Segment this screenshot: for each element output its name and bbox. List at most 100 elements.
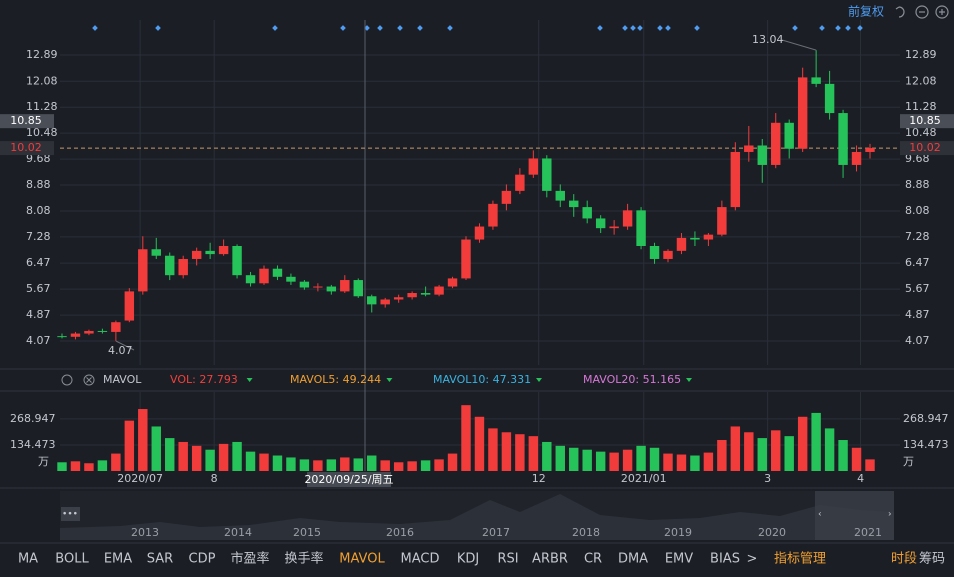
crosshair-date: 2020/09/25/周五 xyxy=(304,473,393,486)
volume-bar xyxy=(353,458,363,471)
navigator-window[interactable] xyxy=(815,491,894,540)
event-marker xyxy=(397,25,403,31)
indicator-tab[interactable]: BOLL xyxy=(55,552,89,567)
volume-bar xyxy=(636,445,646,471)
toolbar-icons[interactable] xyxy=(895,5,949,19)
settings-icon[interactable] xyxy=(61,374,73,386)
volume-bar xyxy=(676,454,687,471)
navigator-year: 2018 xyxy=(572,526,600,539)
candle-body xyxy=(663,250,673,259)
undo-icon[interactable] xyxy=(895,6,905,18)
candle-body xyxy=(851,151,862,165)
candle-body xyxy=(609,226,619,229)
x-tick-label: 3 xyxy=(764,472,771,485)
candle-body xyxy=(542,158,552,191)
volume-bar xyxy=(380,460,390,471)
indicator-tab[interactable]: MACD xyxy=(401,552,440,567)
zoom-in-icon[interactable] xyxy=(935,5,949,19)
volume-bar xyxy=(595,451,606,471)
volume-toolbar xyxy=(61,374,95,386)
volume-bar xyxy=(97,460,108,471)
indicator-tab[interactable]: BIAS xyxy=(710,552,740,567)
y-tick-label-right: 5.67 xyxy=(905,282,930,295)
indicator-tab[interactable]: RSI xyxy=(497,552,518,567)
min-label: 4.07 xyxy=(108,344,133,357)
candle-body xyxy=(730,151,741,208)
candle-body xyxy=(636,210,646,247)
indicator-tab[interactable]: ARBR xyxy=(532,552,568,567)
volume-bar xyxy=(851,447,862,471)
candle-body xyxy=(232,246,242,276)
indicator-tab[interactable]: 市盈率 xyxy=(230,551,269,567)
indicator-tab[interactable]: MAVOL xyxy=(339,552,385,567)
candle-body xyxy=(622,210,633,227)
volume-bar xyxy=(622,449,633,471)
navigator-handle[interactable]: ‹ xyxy=(818,510,822,520)
indicator-tab[interactable]: 时段 xyxy=(891,552,917,567)
candle-body xyxy=(326,286,337,292)
indicator-tab[interactable]: CDP xyxy=(189,552,216,567)
candle-body xyxy=(595,218,606,229)
indicator-tab[interactable]: EMA xyxy=(104,552,132,567)
indicator-tab[interactable]: KDJ xyxy=(457,552,479,567)
crosshair-price: 10.85 xyxy=(10,114,42,127)
zoom-out-icon[interactable] xyxy=(915,5,929,19)
y-tick-label: 10.48 xyxy=(26,126,58,139)
indicator-tab[interactable]: 换手率 xyxy=(284,551,323,567)
volume-bar xyxy=(528,436,539,471)
candle-body xyxy=(744,145,754,152)
candle-body xyxy=(272,268,283,277)
close-cross xyxy=(86,377,92,383)
candle-body xyxy=(824,83,835,114)
candle-body xyxy=(838,113,848,165)
candle-body xyxy=(649,246,660,259)
y-tick-label-right: 4.07 xyxy=(905,334,930,347)
crosshair-price-box xyxy=(0,114,54,129)
volume-tick-label: 268.947 xyxy=(10,412,56,425)
candle-body xyxy=(299,281,310,288)
candle-body xyxy=(218,246,229,255)
event-marker xyxy=(272,25,278,31)
candle-body xyxy=(420,293,431,295)
volume-bar xyxy=(703,452,714,471)
x-tick-label: 4 xyxy=(857,472,864,485)
y-tick-label: 5.67 xyxy=(26,282,51,295)
volume-bar xyxy=(663,453,673,471)
volume-legend: MAVOL10: 47.331 xyxy=(433,373,531,386)
candle-body xyxy=(717,207,727,235)
y-tick-label: 8.08 xyxy=(26,204,51,217)
volume-legend: VOL: 27.793 xyxy=(170,373,238,386)
indicator-tab[interactable]: CR xyxy=(584,552,602,567)
volume-bar xyxy=(501,432,512,471)
indicator-tab[interactable]: MA xyxy=(18,552,38,567)
event-marker xyxy=(637,25,643,31)
indicator-tab[interactable]: SAR xyxy=(147,552,173,567)
indicator-tab[interactable]: 指标管理 xyxy=(774,552,826,567)
event-marker xyxy=(665,25,671,31)
last-price: 10.02 xyxy=(10,141,42,154)
candle-body xyxy=(367,296,377,305)
indicator-tab[interactable]: 筹码 xyxy=(919,551,945,567)
y-tick-label-right: 6.47 xyxy=(905,256,930,269)
event-marker xyxy=(845,25,851,31)
candle-body xyxy=(191,250,202,259)
navigator-handle[interactable]: › xyxy=(888,510,892,520)
volume-bar xyxy=(515,434,525,471)
navigator-menu[interactable] xyxy=(61,507,80,521)
volume-bar xyxy=(690,455,700,471)
event-marker xyxy=(92,25,98,31)
y-tick-label-right: 10.48 xyxy=(905,126,937,139)
close-icon[interactable] xyxy=(83,374,95,386)
volume-bar xyxy=(340,457,350,471)
indicator-tab[interactable]: EMV xyxy=(665,552,693,567)
volume-bar xyxy=(609,452,619,471)
adjust-button[interactable]: 前复权 xyxy=(848,4,884,19)
y-tick-label: 7.28 xyxy=(26,230,51,243)
event-marker xyxy=(155,25,161,31)
volume-bar xyxy=(393,462,404,471)
candle-body xyxy=(407,293,417,298)
indicator-tab[interactable]: DMA xyxy=(618,552,648,567)
indicator-tab[interactable]: > xyxy=(747,552,758,567)
candle-body xyxy=(97,330,108,332)
